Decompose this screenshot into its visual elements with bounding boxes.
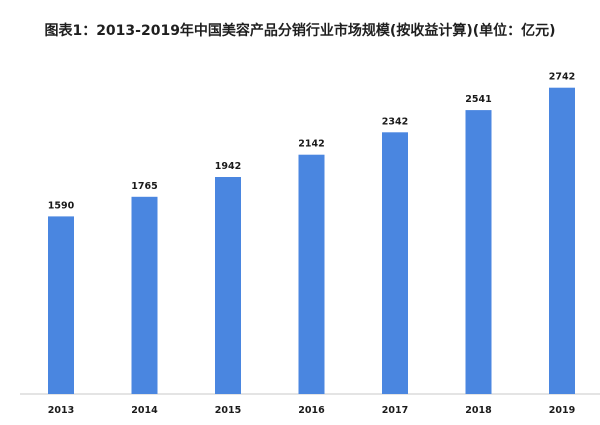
- x-tick-label-2016: 2016: [298, 405, 325, 416]
- bars-group: [48, 87, 575, 395]
- value-labels-group: 1590 1765 1942 2142 2342 2541 2742: [48, 72, 575, 212]
- chart-title: 图表1：2013-2019年中国美容产品分销行业市场规模(按收益计算)(单位：亿…: [44, 23, 556, 39]
- x-tick-label-2014: 2014: [131, 405, 158, 416]
- value-label-2019: 2742: [549, 72, 575, 83]
- bar-2018: [465, 110, 492, 394]
- x-tick-label-2013: 2013: [48, 405, 74, 416]
- value-label-2013: 1590: [48, 200, 75, 211]
- value-label-2018: 2541: [465, 94, 491, 105]
- bar-2019: [549, 87, 575, 394]
- x-tick-label-2015: 2015: [215, 405, 241, 416]
- value-label-2016: 2142: [298, 139, 324, 150]
- x-tick-label-2019: 2019: [549, 405, 575, 416]
- bar-2015: [215, 177, 241, 394]
- x-tick-label-2018: 2018: [465, 405, 492, 416]
- bar-2013: [48, 216, 74, 394]
- bar-2017: [382, 132, 408, 395]
- value-label-2017: 2342: [382, 116, 408, 127]
- x-tick-label-2017: 2017: [382, 405, 408, 416]
- x-tick-labels-group: 2013 2014 2015 2016 2017 2018 2019: [48, 405, 575, 416]
- bar-2016: [298, 154, 325, 394]
- value-label-2015: 1942: [215, 161, 241, 172]
- bar-2014: [131, 196, 158, 394]
- value-label-2014: 1765: [131, 181, 157, 192]
